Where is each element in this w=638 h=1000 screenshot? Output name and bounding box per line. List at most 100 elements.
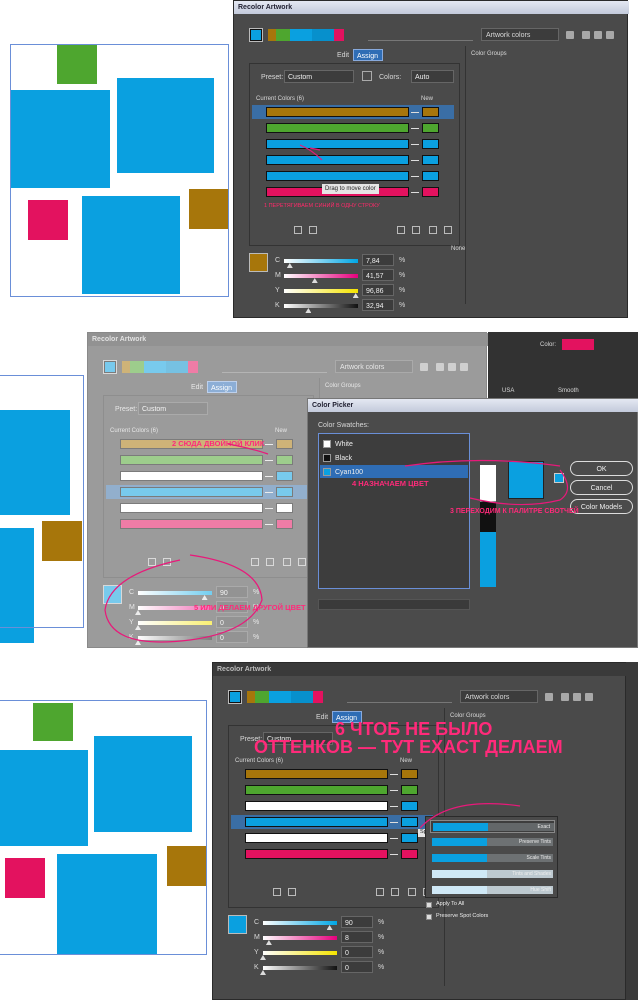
toolbar-icon[interactable]: [606, 31, 614, 39]
new-color-swatch[interactable]: [276, 439, 293, 449]
slider-thumb[interactable]: [201, 595, 208, 600]
new-color-swatch[interactable]: [422, 107, 439, 117]
current-color-bar[interactable]: [120, 503, 263, 513]
toolbar-icon[interactable]: [566, 31, 574, 39]
panel-icon[interactable]: [294, 226, 302, 234]
panel-icon[interactable]: [283, 558, 291, 566]
colors-dropdown[interactable]: Auto: [411, 70, 454, 83]
tab-assign[interactable]: Assign: [211, 384, 233, 392]
current-color-bar[interactable]: [245, 849, 388, 859]
toolbar-icon[interactable]: [582, 31, 590, 39]
picker-button[interactable]: Cancel: [570, 480, 633, 495]
panel-icon[interactable]: [273, 888, 281, 896]
value-field[interactable]: 0: [216, 631, 248, 643]
value-field[interactable]: 0: [341, 946, 373, 958]
value-field[interactable]: 7,84: [362, 254, 394, 266]
toolbar-icon[interactable]: [545, 693, 553, 701]
slider-thumb[interactable]: [286, 263, 293, 268]
toolbar-icon[interactable]: [420, 363, 428, 371]
new-color-swatch[interactable]: [422, 123, 439, 133]
tab-assign-bg[interactable]: Assign: [332, 711, 362, 723]
checkbox-label[interactable]: Apply To All: [436, 901, 465, 907]
slider-thumb[interactable]: [305, 308, 312, 313]
slider-track[interactable]: [138, 636, 212, 640]
tab-edit[interactable]: Edit: [191, 384, 204, 391]
tab-edit[interactable]: Edit: [337, 52, 350, 59]
tab-assign[interactable]: Assign: [336, 714, 358, 722]
button-label[interactable]: OK: [596, 466, 607, 473]
panel-icon[interactable]: [397, 226, 405, 234]
value-field[interactable]: 90: [216, 586, 248, 598]
new-color-swatch[interactable]: [276, 487, 293, 497]
panel-icon[interactable]: [163, 558, 171, 566]
new-color-swatch[interactable]: [276, 471, 293, 481]
current-color-bar[interactable]: [266, 171, 409, 181]
current-color-bar[interactable]: [266, 123, 409, 133]
value-field[interactable]: 32,94: [362, 299, 394, 311]
preset-dropdown[interactable]: Custom: [284, 70, 354, 83]
menu-label[interactable]: Preserve Tints: [519, 838, 551, 845]
button-label[interactable]: Cancel: [590, 485, 613, 492]
panel-icon[interactable]: [429, 226, 437, 234]
preset-dropdown[interactable]: Custom: [138, 402, 208, 415]
toolbar-icon[interactable]: [594, 31, 602, 39]
current-color-bar[interactable]: [245, 785, 388, 795]
menu-label[interactable]: Hue Shift: [530, 886, 551, 893]
slider-track[interactable]: [263, 936, 337, 940]
artwork-colors-field[interactable]: Artwork colors: [460, 690, 538, 703]
panel-icon[interactable]: [251, 558, 259, 566]
new-color-swatch[interactable]: [401, 849, 418, 859]
slider-thumb[interactable]: [135, 640, 141, 645]
picker-button[interactable]: Color Models: [570, 499, 633, 514]
menu-label[interactable]: Exact: [537, 823, 550, 830]
value-field[interactable]: 96,86: [362, 284, 394, 296]
current-color-bar[interactable]: [120, 455, 263, 465]
value-field[interactable]: 0: [341, 961, 373, 973]
menu-item[interactable]: Hue Shift: [430, 884, 555, 897]
new-color-swatch[interactable]: [422, 139, 439, 149]
new-color-swatch[interactable]: [276, 503, 293, 513]
value-field[interactable]: 8: [341, 931, 373, 943]
preset-options-icon[interactable]: [362, 71, 372, 81]
new-color-swatch[interactable]: [276, 455, 293, 465]
panel-icon[interactable]: [288, 888, 296, 896]
tab-assign-bg[interactable]: Assign: [207, 381, 237, 393]
swatch-item[interactable]: Cyan100: [320, 465, 468, 478]
panel-icon[interactable]: [148, 558, 156, 566]
artwork-colors-field[interactable]: Artwork colors: [481, 28, 559, 41]
tab-assign[interactable]: Assign: [357, 52, 379, 60]
tab-edit[interactable]: Edit: [316, 714, 329, 721]
current-color-bar[interactable]: [245, 801, 388, 811]
swatch-item[interactable]: White: [320, 437, 468, 450]
current-color-bar[interactable]: [266, 155, 409, 165]
checkbox[interactable]: [426, 914, 432, 920]
current-color-bar[interactable]: [245, 833, 388, 843]
menu-label[interactable]: Tints and Shades: [512, 870, 551, 877]
slider-track[interactable]: [284, 259, 358, 263]
new-color-swatch[interactable]: [422, 155, 439, 165]
slider-track[interactable]: [263, 921, 337, 925]
slider-track[interactable]: [284, 289, 358, 293]
menu-item[interactable]: Preserve Tints: [430, 836, 555, 849]
slider-track[interactable]: [263, 951, 337, 955]
panel-icon[interactable]: [309, 226, 317, 234]
menu-item[interactable]: Tints and Shades: [430, 868, 555, 881]
slider-thumb[interactable]: [260, 970, 266, 975]
menu-label[interactable]: Scale Tints: [526, 854, 551, 861]
slider-thumb[interactable]: [311, 278, 318, 283]
slider-track[interactable]: [138, 591, 212, 595]
panel-icon[interactable]: [298, 558, 306, 566]
slider-thumb[interactable]: [135, 625, 141, 630]
new-color-swatch[interactable]: [401, 833, 418, 843]
checkbox[interactable]: [426, 902, 432, 908]
slider-thumb[interactable]: [135, 610, 141, 615]
slider-thumb[interactable]: [265, 940, 272, 945]
current-color-bar[interactable]: [245, 817, 388, 827]
panel-icon[interactable]: [391, 888, 399, 896]
toolbar-icon[interactable]: [585, 693, 593, 701]
swatch-item[interactable]: Black: [320, 451, 468, 464]
new-color-swatch[interactable]: [401, 785, 418, 795]
new-color-swatch[interactable]: [401, 817, 418, 827]
toolbar-icon[interactable]: [573, 693, 581, 701]
button-label[interactable]: Color Models: [580, 504, 623, 511]
